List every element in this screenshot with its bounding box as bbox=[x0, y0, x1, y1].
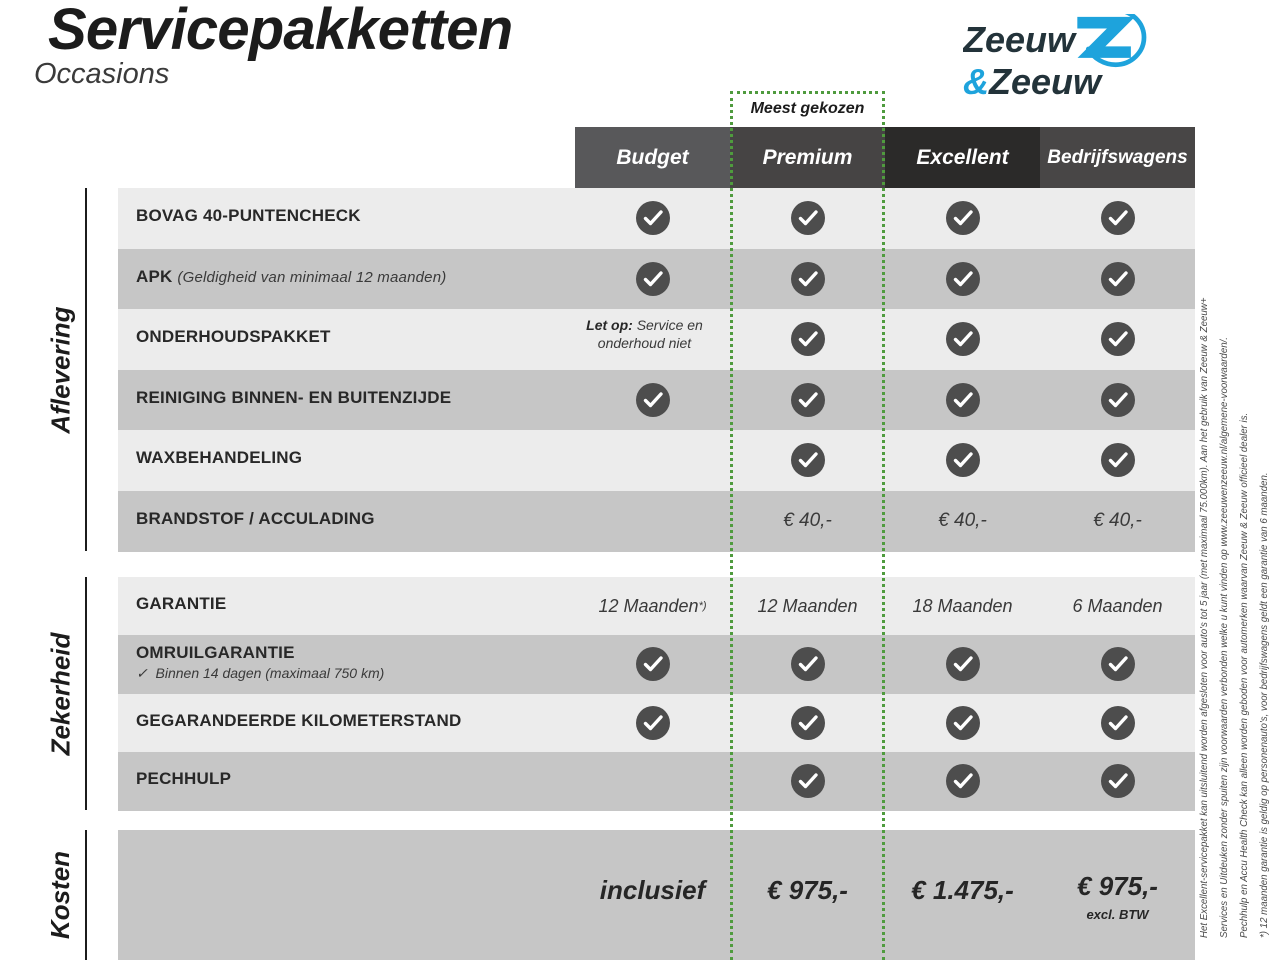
svg-text:Zeeuw: Zeeuw bbox=[963, 19, 1077, 60]
svg-text:Zeeuw: Zeeuw bbox=[988, 61, 1103, 102]
svg-text:&: & bbox=[963, 61, 989, 102]
